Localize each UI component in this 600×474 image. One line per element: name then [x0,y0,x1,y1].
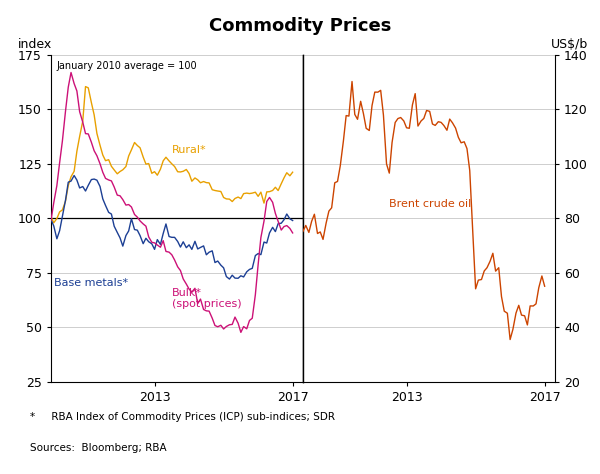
Text: Brent crude oil: Brent crude oil [389,199,472,209]
Text: Base metals*: Base metals* [55,278,128,288]
Text: Rural*: Rural* [172,145,206,155]
Text: index: index [18,38,52,51]
Text: Commodity Prices: Commodity Prices [209,17,391,35]
Text: Sources:  Bloomberg; RBA: Sources: Bloomberg; RBA [30,443,167,453]
Text: January 2010 average = 100: January 2010 average = 100 [56,61,197,71]
Text: US$/b: US$/b [551,38,588,51]
Text: Bulk*
(spot prices): Bulk* (spot prices) [172,288,241,310]
Text: *     RBA Index of Commodity Prices (ICP) sub-indices; SDR: * RBA Index of Commodity Prices (ICP) su… [30,412,335,422]
